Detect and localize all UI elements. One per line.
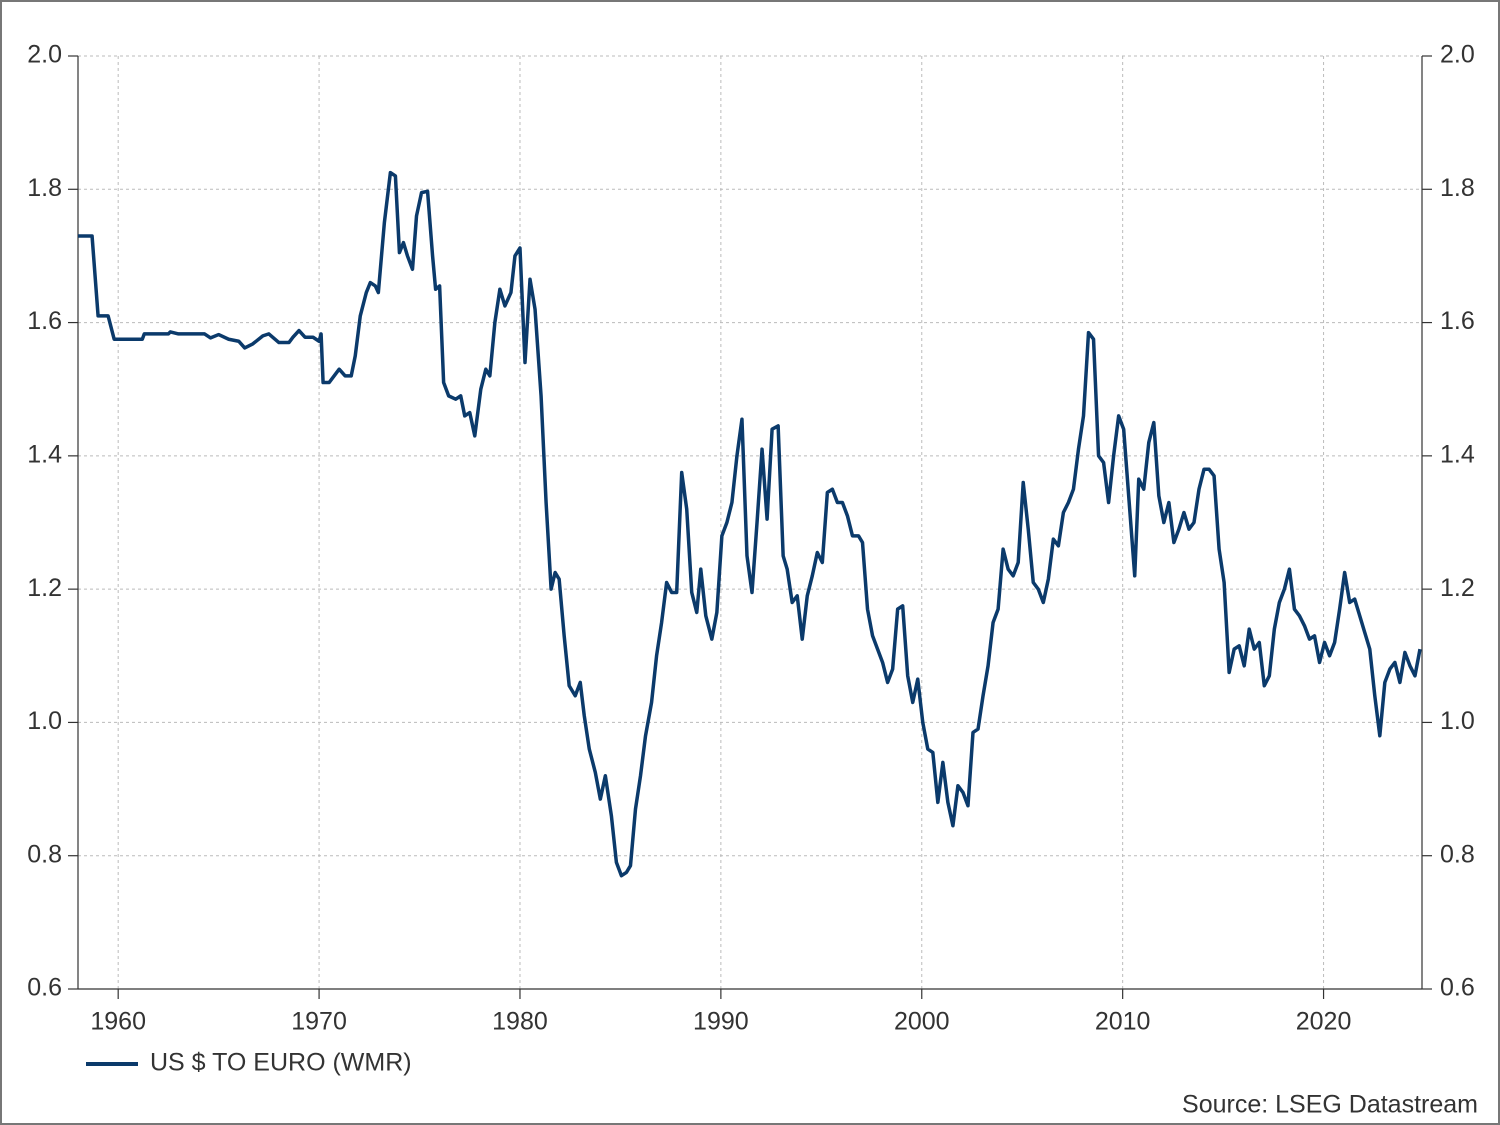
legend-label: US $ TO EURO (WMR)	[150, 1049, 412, 1077]
y2-tick-label: 1.0	[1440, 707, 1475, 735]
x-tick-label: 1980	[492, 1008, 548, 1036]
data-line	[78, 170, 1422, 878]
x-tick-label: 1990	[693, 1008, 749, 1036]
x-tick-label: 2010	[1095, 1008, 1151, 1036]
y-tick-label: 1.6	[27, 307, 62, 335]
y-tick-label: 0.8	[27, 840, 62, 868]
y2-tick-label: 0.8	[1440, 840, 1475, 868]
x-tick-label: 1960	[90, 1008, 146, 1036]
y2-tick-label: 1.4	[1440, 440, 1475, 468]
y-tick-label: 1.8	[27, 174, 62, 202]
y2-tick-label: 0.6	[1440, 974, 1475, 1002]
y2-tick-label: 1.6	[1440, 307, 1475, 335]
y-tick-label: 2.0	[27, 41, 62, 69]
x-tick-label: 2020	[1296, 1008, 1352, 1036]
y-tick-label: 1.2	[27, 574, 62, 602]
y-tick-label: 1.4	[27, 440, 62, 468]
source-note: Source: LSEG Datastream	[1182, 1091, 1478, 1119]
y2-tick-label: 2.0	[1440, 41, 1475, 69]
y2-tick-label: 1.2	[1440, 574, 1475, 602]
x-tick-label: 2000	[894, 1008, 950, 1036]
x-tick-label: 1970	[291, 1008, 347, 1036]
y-tick-label: 1.0	[27, 707, 62, 735]
y-tick-label: 0.6	[27, 974, 62, 1002]
y2-tick-label: 1.8	[1440, 174, 1475, 202]
